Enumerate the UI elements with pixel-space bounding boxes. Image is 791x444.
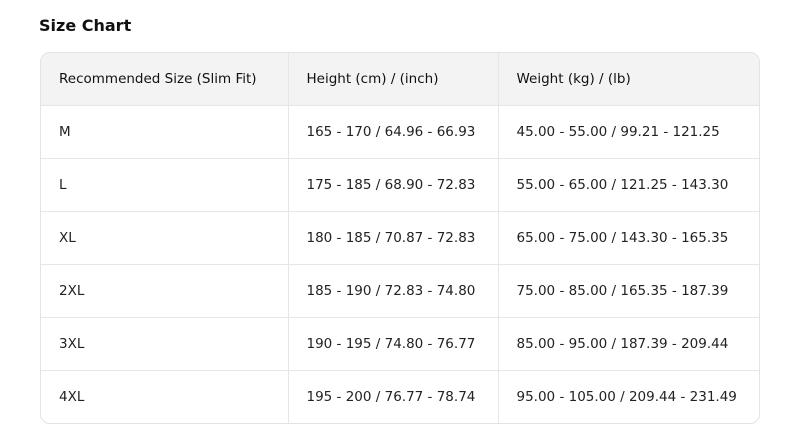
height-cell: 195 - 200 / 76.77 - 78.74: [288, 370, 499, 423]
size-cell: XL: [41, 211, 289, 265]
weight-cell: 75.00 - 85.00 / 165.35 - 187.39: [498, 264, 759, 318]
table-row: 4XL 195 - 200 / 76.77 - 78.74 95.00 - 105.…: [41, 370, 759, 423]
page-title: Size Chart: [39, 16, 132, 35]
table-row: M 165 - 170 / 64.96 - 66.93 45.00 - 55.00 …: [41, 105, 759, 159]
header-weight: Weight (kg) / (lb): [498, 53, 759, 106]
size-cell: M: [41, 105, 289, 159]
height-cell: 190 - 195 / 74.80 - 76.77: [288, 317, 499, 371]
weight-cell: 55.00 - 65.00 / 121.25 - 143.30: [498, 158, 759, 212]
table-row: 3XL 190 - 195 / 74.80 - 76.77 85.00 - 95.0…: [41, 317, 759, 371]
height-cell: 175 - 185 / 68.90 - 72.83: [288, 158, 499, 212]
size-cell: 3XL: [41, 317, 289, 371]
height-cell: 180 - 185 / 70.87 - 72.83: [288, 211, 499, 265]
size-cell: 2XL: [41, 264, 289, 318]
table-row: 2XL 185 - 190 / 72.83 - 74.80 75.00 - 85.0…: [41, 264, 759, 318]
weight-cell: 95.00 - 105.00 / 209.44 - 231.49: [516, 389, 737, 405]
table-header-row: Recommended Size (Slim Fit) Height (cm) …: [41, 53, 759, 106]
weight-cell: 85.00 - 95.00 / 187.39 - 209.44: [498, 317, 759, 371]
table-row: L 175 - 185 / 68.90 - 72.83 55.00 - 65.00 …: [41, 158, 759, 212]
header-size: Recommended Size (Slim Fit): [41, 53, 289, 106]
table-row: XL 180 - 185 / 70.87 - 72.83 65.00 - 75.00…: [41, 211, 759, 265]
weight-cell: 45.00 - 55.00 / 99.21 - 121.25: [498, 105, 759, 159]
size-chart-table-container: Recommended Size (Slim Fit) Height (cm) …: [40, 52, 760, 424]
size-cell: L: [41, 158, 289, 212]
height-cell: 185 - 190 / 72.83 - 74.80: [288, 264, 499, 318]
height-cell: 165 - 170 / 64.96 - 66.93: [288, 105, 499, 159]
weight-cell: 65.00 - 75.00 / 143.30 - 165.35: [498, 211, 759, 265]
header-height: Height (cm) / (inch): [288, 53, 499, 106]
size-chart-table: Recommended Size (Slim Fit) Height (cm) …: [41, 53, 759, 423]
size-cell: 4XL: [41, 370, 289, 423]
